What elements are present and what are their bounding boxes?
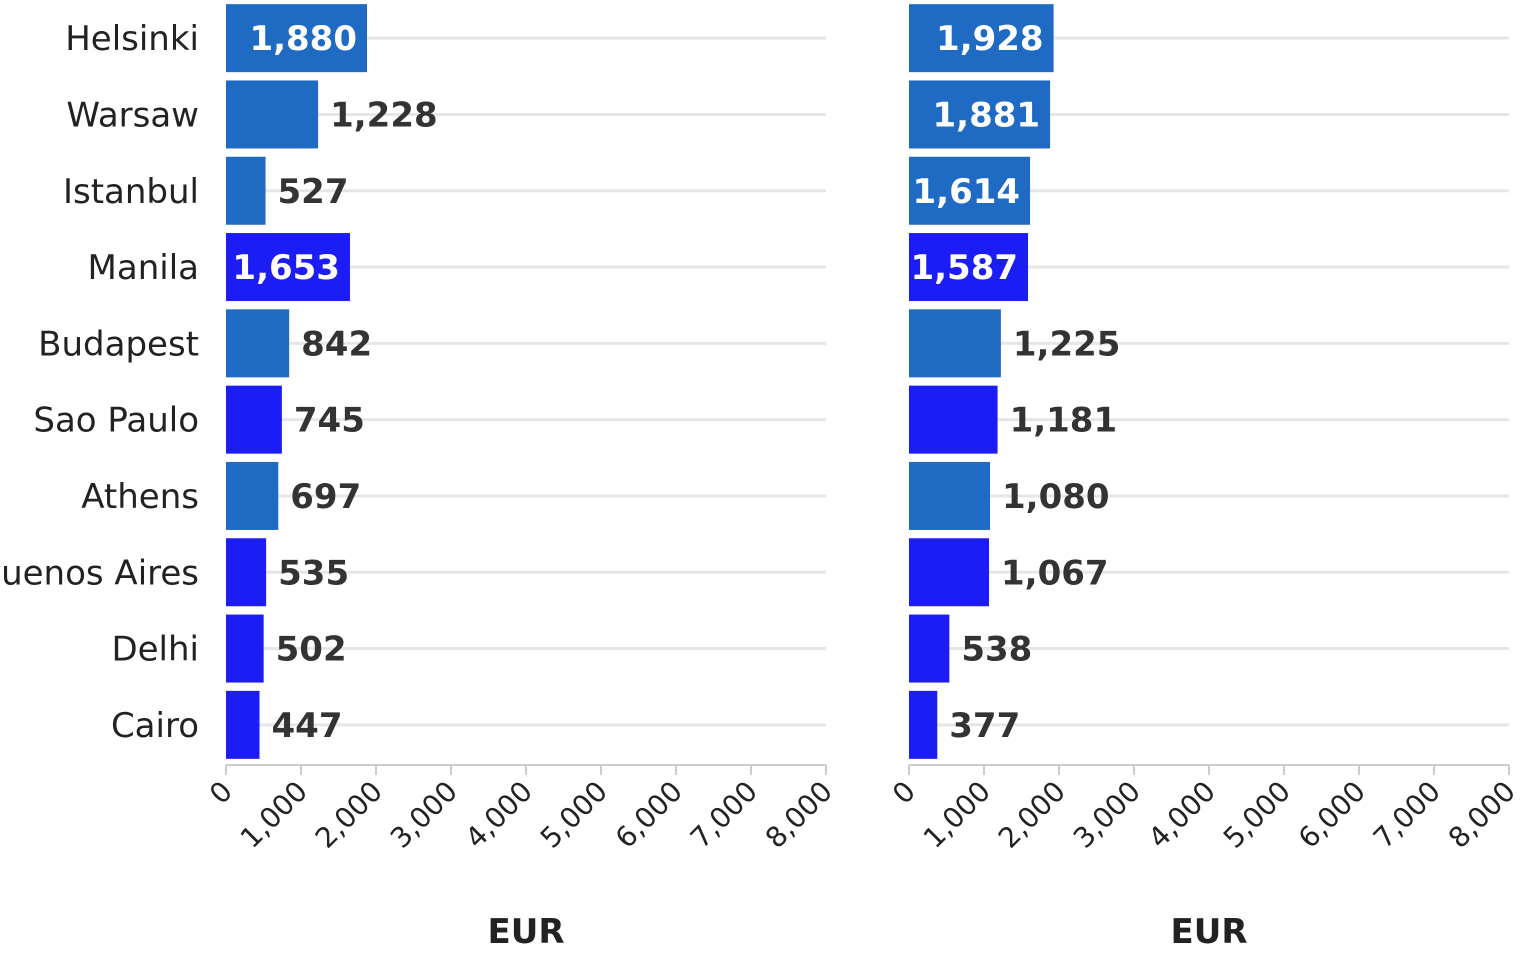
bar	[909, 614, 950, 683]
x-tick-label: 0	[886, 775, 922, 811]
x-tick-label: 2,000	[309, 775, 389, 855]
x-tick-label: 4,000	[1142, 775, 1222, 855]
bar-value-label: 1,080	[1002, 477, 1110, 517]
category-label: Istanbul	[63, 172, 199, 212]
x-tick-label: 8,000	[1442, 775, 1522, 855]
category-label: Delhi	[111, 630, 199, 670]
category-label: Athens	[81, 477, 199, 517]
bar	[226, 4, 367, 73]
bar	[226, 233, 350, 302]
x-tick-label: 2,000	[992, 775, 1072, 855]
bar	[909, 538, 990, 607]
x-tick-label: 3,000	[1067, 775, 1147, 855]
bar	[226, 156, 266, 225]
x-tick-label: 5,000	[1217, 775, 1297, 855]
bar	[909, 690, 938, 759]
x-axis-title: EUR	[1170, 912, 1247, 952]
x-tick-label: 4,000	[459, 775, 539, 855]
bar	[226, 614, 264, 683]
bar-value-label: 535	[278, 553, 349, 593]
x-tick-label: 7,000	[1367, 775, 1447, 855]
bar-value-label: 697	[290, 477, 361, 517]
category-label: Cairo	[111, 706, 199, 746]
x-tick-label: 6,000	[1292, 775, 1372, 855]
bar	[909, 80, 1051, 149]
bar-value-label: 1,067	[1001, 553, 1109, 593]
bar	[226, 461, 279, 530]
bar-value-label: 1,225	[1013, 324, 1121, 364]
x-tick-label: 8,000	[759, 775, 839, 855]
bar-value-label: 1,181	[1010, 401, 1118, 441]
x-tick-label: 1,000	[917, 775, 997, 855]
bar	[909, 461, 990, 530]
bar-value-label: 377	[949, 706, 1020, 746]
bar	[909, 4, 1054, 73]
bar-value-label: 447	[272, 706, 343, 746]
bar	[226, 538, 267, 607]
right-panel: 1,928 1,881 1,614 1,587 1,225 1,181 1,080 1,067…	[886, 4, 1522, 952]
bar	[909, 309, 1001, 378]
x-tick-label: 5,000	[534, 775, 614, 855]
x-tick-label: 7,000	[684, 775, 764, 855]
bar-value-label: 1,881	[933, 95, 1041, 135]
x-tick-label: 0	[203, 775, 239, 811]
bar	[909, 233, 1029, 302]
x-tick-label: 6,000	[609, 775, 689, 855]
bar	[909, 156, 1031, 225]
bar	[226, 690, 260, 759]
bar-value-label: 538	[961, 630, 1032, 670]
bar-value-label: 1,653	[232, 248, 340, 288]
bar	[909, 385, 998, 454]
x-tick-label: 3,000	[384, 775, 464, 855]
bar-value-label: 1,228	[330, 95, 438, 135]
bar-value-label: 1,587	[910, 248, 1018, 288]
bar-value-label: 502	[276, 630, 347, 670]
left-panel: Helsinki Warsaw Istanbul Manila Budapest Sao …	[0, 4, 839, 952]
category-label: Budapest	[38, 324, 199, 364]
bar-value-label: 1,880	[249, 19, 357, 59]
bar	[226, 80, 319, 149]
category-label: Manila	[88, 248, 199, 288]
bar-value-label: 1,928	[936, 19, 1044, 59]
x-axis-title: EUR	[487, 912, 564, 952]
bar-value-label: 842	[301, 324, 372, 364]
bar	[226, 385, 282, 454]
bar-value-label: 745	[294, 401, 365, 441]
bar-value-label: 527	[278, 172, 349, 212]
category-label: Warsaw	[66, 95, 199, 135]
x-tick-label: 1,000	[234, 775, 314, 855]
category-label: Sao Paulo	[33, 401, 199, 441]
bar-value-label: 1,614	[913, 172, 1021, 212]
bar	[226, 309, 290, 378]
category-label: Helsinki	[65, 19, 199, 59]
category-label: Buenos Aires	[0, 553, 199, 593]
